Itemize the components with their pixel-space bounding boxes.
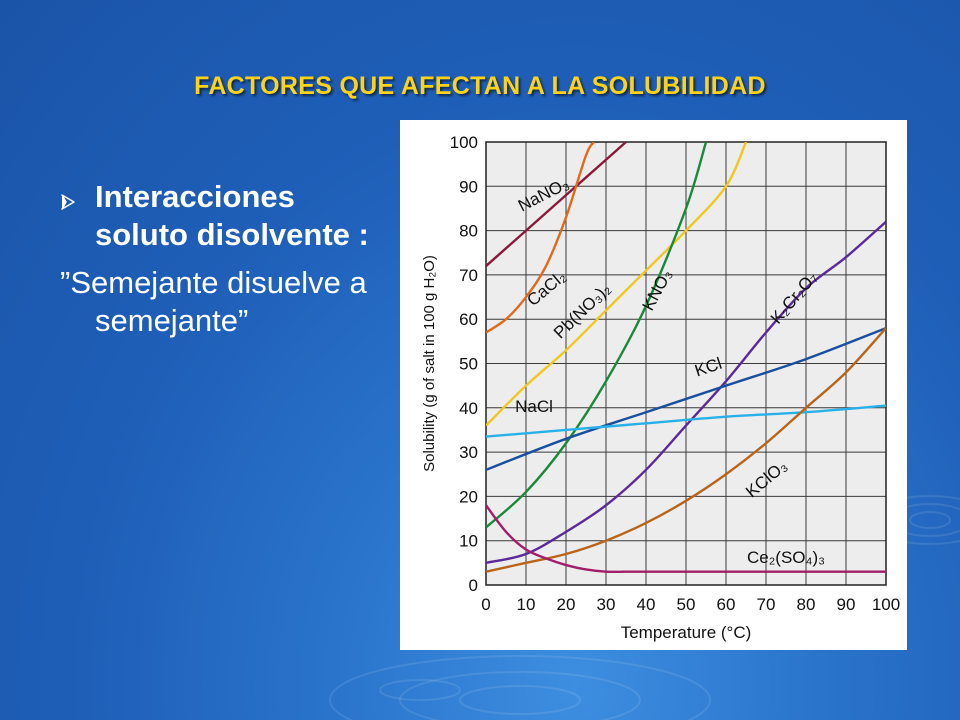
x-tick-label: 70 [757,595,776,614]
y-tick-label: 10 [459,532,478,551]
series-line [486,326,886,471]
plot-frame [485,141,887,586]
x-tick-label: 90 [837,595,856,614]
y-tick-label: 70 [459,266,478,285]
series-line [486,220,886,565]
y-tick-label: 60 [459,310,478,329]
bullet-item: Interacciones soluto disolvente : [60,178,390,254]
series-line [486,504,886,574]
y-tick-label: 30 [459,443,478,462]
series-line [486,142,627,267]
solubility-chart: 0 10 20 30 40 50 60 70 80 90 100 0 10 20 30 40 50 60 70 80 9… [400,120,907,650]
y-tick-label: 100 [450,133,478,152]
y-tick-label: 0 [469,576,478,595]
bullet-list: Interacciones soluto disolvente : ”Semej… [60,178,390,340]
series-line [486,142,596,334]
y-tick-label: 90 [459,177,478,196]
y-tick-label: 80 [459,222,478,241]
quote-text: ”Semejante disuelve a semejante” [60,265,367,338]
x-tick-label: 60 [717,595,736,614]
x-tick-label: 40 [637,595,656,614]
y-tick-label: 50 [459,355,478,374]
series-label: NaCl [515,397,553,416]
y-axis-label: Solubility (g of salt in 100 g H₂O) [421,255,438,472]
y-tick-label: 40 [459,399,478,418]
series-line [486,142,748,427]
x-tick-label: 50 [677,595,696,614]
x-tick-label: 20 [557,595,576,614]
bullet-text: Interacciones soluto disolvente : [95,179,369,252]
x-tick-label: 100 [872,595,900,614]
series-line [486,327,886,573]
slide-title: FACTORES QUE AFECTAN A LA SOLUBILIDAD [194,72,766,100]
x-tick-label: 80 [797,595,816,614]
x-tick-label: 0 [481,595,490,614]
arrow-right-icon [61,194,75,210]
x-tick-label: 10 [517,595,536,614]
chart-svg: 0 10 20 30 40 50 60 70 80 90 100 0 10 20 30 40 50 60 70 80 9… [421,133,900,642]
x-axis-label: Temperature (°C) [621,623,752,642]
y-tick-label: 20 [459,487,478,506]
series-label: Ce₂(SO₄)₃ [747,548,825,567]
series-line [486,142,708,529]
series-line [486,404,886,438]
x-tick-label: 30 [597,595,616,614]
